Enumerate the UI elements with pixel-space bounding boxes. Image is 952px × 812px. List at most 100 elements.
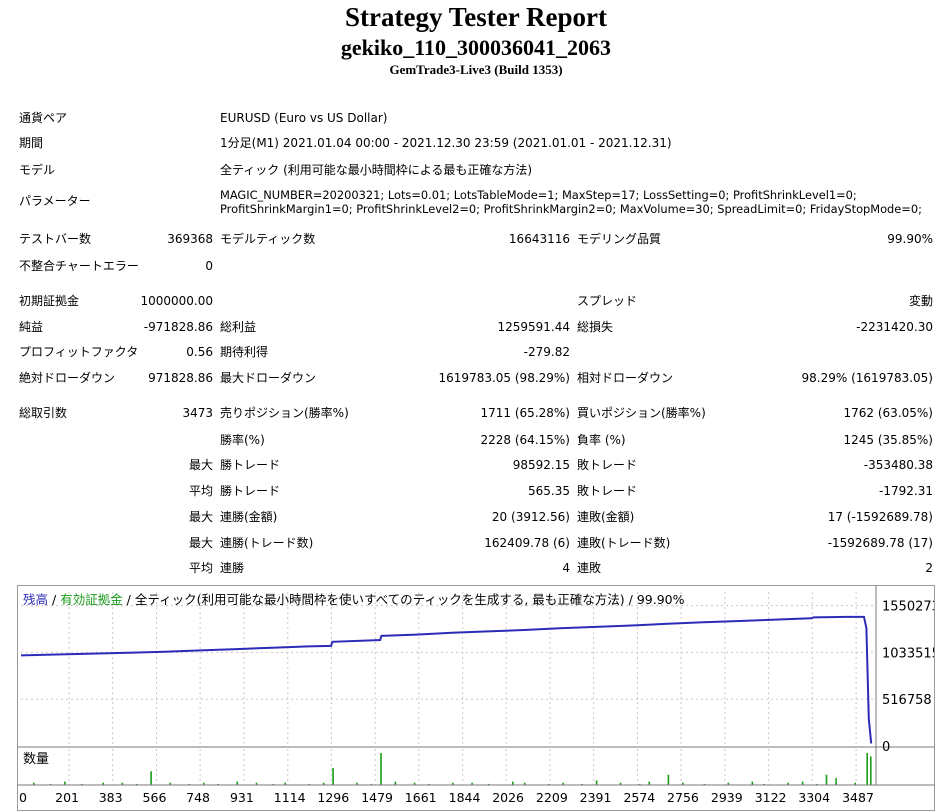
long-positions-value: 1762 (63.05%) <box>843 406 933 420</box>
volume-bar <box>751 781 754 785</box>
volume-bar <box>284 782 286 785</box>
max-win-value: 98592.15 <box>512 458 570 472</box>
max-win-label: 勝トレード <box>220 458 281 472</box>
max-label-2: 最大 <box>188 510 213 524</box>
volume-bar <box>102 782 104 785</box>
x-tick-label: 1296 <box>317 790 349 805</box>
volume-bar <box>667 774 670 785</box>
symbol-label: 通貨ペア <box>19 111 68 125</box>
short-positions-label: 売りポジション(勝率%) <box>220 406 349 420</box>
volume-bar <box>835 778 837 785</box>
volume-bar <box>547 783 550 785</box>
volume-bar <box>763 783 765 785</box>
max-cons-wins-trades-value: 162409.78 (6) <box>484 536 570 550</box>
expected-payoff-value: -279.82 <box>523 345 570 359</box>
max-drawdown-label: 最大ドローダウン <box>220 371 317 385</box>
max-cons-wins-value: 20 (3912.56) <box>491 510 570 524</box>
volume-bar <box>648 781 651 785</box>
grossprofit-value: 1259591.44 <box>497 320 570 334</box>
volume-bar <box>169 782 172 785</box>
loss-rate-value: 1245 (35.85%) <box>843 433 933 447</box>
volume-bar <box>854 782 856 785</box>
params-line1: MAGIC_NUMBER=20200321; Lots=0.01; LotsTa… <box>220 188 857 202</box>
volume-bar <box>370 783 373 785</box>
volume-bar <box>787 782 789 785</box>
volume-bar <box>866 753 868 785</box>
volume-bar <box>203 782 205 785</box>
avg-cons-wins-label: 連勝 <box>220 561 245 575</box>
y-tick-label: 0 <box>882 740 890 755</box>
y-tick-label: 516758 <box>882 693 932 708</box>
max-loss-value: -353480.38 <box>863 458 933 472</box>
params-label: パラメーター <box>19 194 91 208</box>
rel-drawdown-value: 98.29% (1619783.05) <box>801 371 933 385</box>
max-cons-losses-trades-value: -1592689.78 (17) <box>827 536 933 550</box>
volume-bar <box>322 782 325 785</box>
volume-bar <box>727 782 730 785</box>
spread-value: 変動 <box>908 294 933 308</box>
volume-bar <box>64 781 66 785</box>
volume-bar <box>581 783 583 785</box>
netprofit-value: -971828.86 <box>143 320 213 334</box>
volume-bar <box>272 783 275 785</box>
legend-balance: 残高 <box>23 592 48 607</box>
volume-bar <box>488 783 490 785</box>
x-tick-label: 2574 <box>623 790 655 805</box>
x-tick-label: 3304 <box>798 790 830 805</box>
x-tick-label: 1661 <box>405 790 437 805</box>
total-trades-label: 総取引数 <box>19 406 68 420</box>
netprofit-label: 純益 <box>19 320 44 334</box>
legend-rest: / 全ティック(利用可能な最小時間枠を使いすべてのティックを生成する, 最も正確… <box>123 592 685 607</box>
bars-value: 369368 <box>167 232 213 246</box>
volume-bars <box>33 753 872 785</box>
rel-drawdown-label: 相対ドローダウン <box>577 371 674 385</box>
avg-label-2: 平均 <box>188 561 213 575</box>
short-positions-value: 1711 (65.28%) <box>480 406 570 420</box>
volume-bar <box>308 783 310 785</box>
volume-bar <box>562 782 564 785</box>
max-cons-wins-trades-label: 連勝(トレード数) <box>220 536 314 550</box>
legend-equity: 有効証拠金 <box>60 592 123 607</box>
report-subtitle: gekiko_110_300036041_2063 <box>340 35 612 60</box>
x-tick-label: 0 <box>19 790 27 805</box>
abs-drawdown-value: 971828.86 <box>148 371 213 385</box>
avg-loss-value: -1792.31 <box>879 484 933 498</box>
x-tick-label: 383 <box>99 790 123 805</box>
volume-label: 数量 <box>23 752 49 767</box>
max-cons-losses-label: 連敗(金額) <box>577 510 635 524</box>
max-loss-label: 敗トレード <box>577 458 638 472</box>
x-tick-label: 2756 <box>667 790 699 805</box>
volume-bar <box>703 783 706 785</box>
period-value: 1分足(M1) 2021.01.04 00:00 - 2021.12.30 23… <box>220 136 672 150</box>
max-cons-losses-value: 17 (-1592689.78) <box>827 510 933 524</box>
volume-bar <box>523 782 526 785</box>
total-trades-value: 3473 <box>182 406 213 420</box>
deposit-value: 1000000.00 <box>140 294 213 308</box>
max-label-1: 最大 <box>188 458 213 472</box>
volume-bar <box>217 783 219 785</box>
volume-bar <box>682 782 684 785</box>
volume-bar <box>512 781 514 785</box>
volume-bar <box>356 782 358 785</box>
volume-bar <box>638 783 641 785</box>
avg-win-value: 565.35 <box>528 484 570 498</box>
volume-bar <box>255 782 258 785</box>
report-title: Strategy Tester Report <box>345 2 607 32</box>
y-tick-label: 1550273 <box>882 600 934 615</box>
legend-separator: / <box>48 592 60 607</box>
volume-bar <box>452 782 454 785</box>
ticks-value: 16643116 <box>508 232 570 246</box>
spread-label: スプレッド <box>577 294 638 308</box>
volume-bar <box>80 783 83 785</box>
volume-bar <box>33 782 35 785</box>
avg-cons-wins-value: 4 <box>562 561 570 575</box>
loss-rate-label: 負率 (%) <box>577 433 626 447</box>
grossloss-label: 総損失 <box>577 320 614 334</box>
max-drawdown-value: 1619783.05 (98.29%) <box>438 371 570 385</box>
avg-cons-losses-label: 連敗 <box>577 561 602 575</box>
ticks-label: モデルティック数 <box>220 232 316 246</box>
win-rate-label: 勝率(%) <box>220 433 265 447</box>
